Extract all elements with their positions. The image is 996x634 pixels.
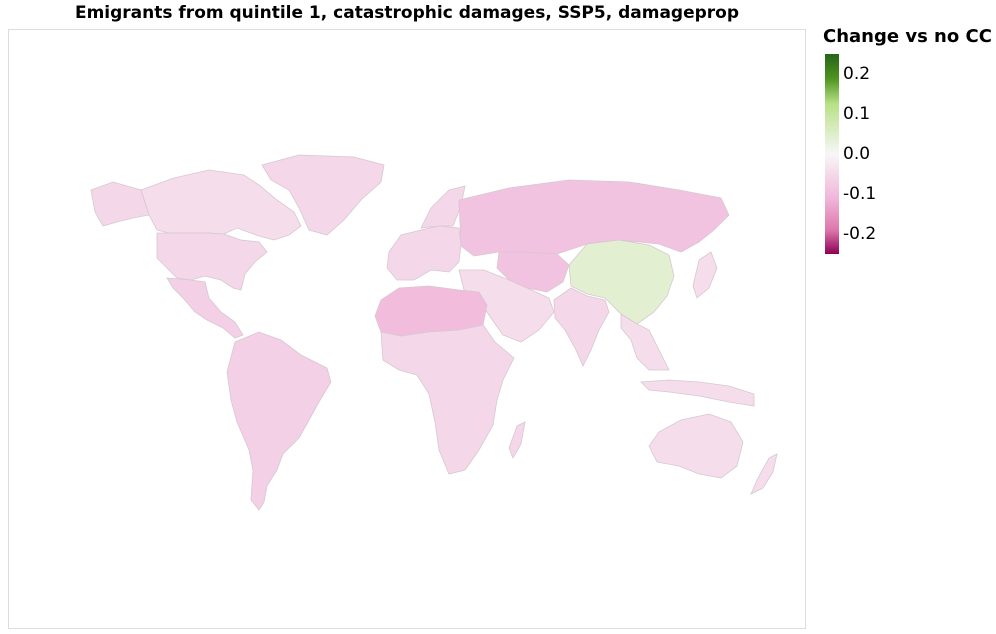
region-europe <box>386 225 462 281</box>
region-mexico-central-america <box>166 277 244 339</box>
legend-tick-label: 0.1 <box>843 104 871 124</box>
legend-tick-label: -0.1 <box>843 184 877 204</box>
region-japan <box>692 251 718 299</box>
region-australia <box>648 413 744 479</box>
region-india <box>553 287 610 367</box>
region-alaska <box>90 181 150 227</box>
map-frame <box>8 29 806 629</box>
legend-tick-label: 0.0 <box>843 144 871 164</box>
region-southeast-asia <box>620 313 670 371</box>
legend-tick-label: 0.2 <box>843 64 871 84</box>
region-central-asia <box>496 251 570 293</box>
region-usa <box>156 232 268 291</box>
region-indonesia <box>640 379 755 407</box>
legend-title: Change vs no CC <box>823 26 992 47</box>
legend-colorbar <box>825 54 839 254</box>
chart-title: Emigrants from quintile 1, catastrophic … <box>74 3 740 23</box>
region-china <box>568 239 675 325</box>
region-madagascar <box>508 421 526 459</box>
region-canada <box>140 169 302 241</box>
region-sub-saharan-africa <box>380 324 515 475</box>
region-greenland <box>261 154 385 236</box>
world-map <box>90 154 778 511</box>
region-south-america <box>226 331 332 511</box>
legend-tick-label: -0.2 <box>843 224 877 244</box>
region-scandinavia <box>420 185 466 229</box>
region-new-zealand <box>750 453 778 495</box>
